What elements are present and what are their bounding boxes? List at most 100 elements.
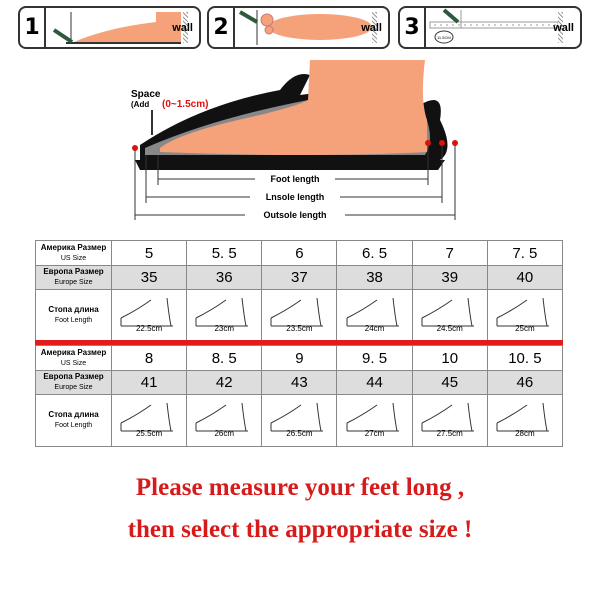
foot-length-cell: 22.5cm xyxy=(110,288,188,342)
outsole-length-label: Outsole length xyxy=(264,210,327,220)
foot-length-value: 25cm xyxy=(515,323,535,333)
eu-size-cell: 46 xyxy=(486,370,564,395)
shoe-length-diagram: Foot length Lnsole length Outsole length… xyxy=(131,60,458,220)
foot-row: Стопа длина Foot Length 25.5cm 26cm 26.5cm 27… xyxy=(35,393,564,447)
eu-size-cell: 37 xyxy=(261,265,338,290)
label-ru: Стопа длина xyxy=(48,304,99,314)
us-size-cell: 10. 5 xyxy=(486,345,564,371)
label-en: US Size xyxy=(60,254,87,262)
foot-length-cell: 26.5cm xyxy=(261,393,338,447)
foot-outline-icon xyxy=(195,297,249,327)
eu-size-cell: 44 xyxy=(336,370,413,395)
foot-length-cell: 23cm xyxy=(186,288,263,342)
instruction-line-2: then select the appropriate size ! xyxy=(127,516,473,543)
eu-size-cell: 39 xyxy=(411,265,488,290)
foot-length-cell: 25.5cm xyxy=(110,393,188,447)
foot-outline-icon xyxy=(496,297,549,327)
eu-size-cell: 45 xyxy=(411,370,488,395)
foot-length-label: Foot length xyxy=(271,174,320,184)
label-ru: Америка Размер xyxy=(40,347,107,357)
measurement-badge: 11.5CM xyxy=(437,35,451,40)
eu-size-cell: 40 xyxy=(486,265,564,290)
foot-outline-icon xyxy=(346,402,399,432)
foot-length-value: 24.5cm xyxy=(436,323,463,333)
label-en: Foot Length xyxy=(54,421,93,429)
eu-row: Европа Размер Europe Size 41 42 43 44 45 46 xyxy=(35,370,564,395)
eu-size-cell: 41 xyxy=(110,370,188,395)
eu-label-cell: Европа Размер Europe Size xyxy=(35,265,112,290)
us-size-cell: 9 xyxy=(261,345,338,371)
us-size-cell: 7 xyxy=(411,240,488,266)
wall-label: wall xyxy=(172,22,193,34)
wall-label: wall xyxy=(553,22,574,34)
us-size-cell: 8. 5 xyxy=(186,345,263,371)
foot-row: Стопа длина Foot Length 22.5cm 23cm 23.5cm 24… xyxy=(35,288,564,342)
label-en: Foot Length xyxy=(54,316,93,324)
eu-size-cell: 35 xyxy=(110,265,188,290)
foot-outline-icon xyxy=(120,402,174,432)
wall-hatch xyxy=(183,12,188,43)
foot-length-cell: 27.5cm xyxy=(411,393,488,447)
us-row: Америка Размер US Size 5 5. 5 6 6. 5 7 7. 5 xyxy=(35,240,564,266)
foot-length-cell: 23.5cm xyxy=(261,288,338,342)
foot-outline-icon xyxy=(270,297,324,327)
step-number: 2 xyxy=(209,8,235,47)
us-size-cell: 6 xyxy=(261,240,338,266)
foot-length-value: 23.5cm xyxy=(286,323,313,333)
foot-length-value: 23cm xyxy=(214,323,235,333)
us-row: Америка Размер US Size 8 8. 5 9 9. 5 10 10. 5 xyxy=(35,345,564,371)
label-ru: Стопа длина xyxy=(48,409,99,419)
foot-outline-icon xyxy=(120,297,174,327)
step-2-panel: 2 wall xyxy=(207,6,390,49)
foot-length-cell: 24.5cm xyxy=(411,288,488,342)
size-table-1: Америка Размер US Size 5 5. 5 6 6. 5 7 7. 5 Евро… xyxy=(35,240,564,342)
insole-length-label: Lnsole length xyxy=(266,192,325,202)
foot-length-cell: 25cm xyxy=(486,288,564,342)
label-en: US Size xyxy=(60,359,87,367)
foot-length-value: 26cm xyxy=(214,428,235,438)
us-label-cell: Америка Размер US Size xyxy=(35,345,112,371)
eu-label-cell: Европа Размер Europe Size xyxy=(35,370,112,395)
wall-hatch xyxy=(558,12,563,43)
foot-length-value: 27cm xyxy=(364,428,385,438)
us-size-cell: 7. 5 xyxy=(486,240,564,266)
foot-outline-icon xyxy=(346,297,399,327)
us-size-cell: 8 xyxy=(110,345,188,371)
step-3-panel: 3 11.5CM wall xyxy=(398,6,582,49)
foot-outline-icon xyxy=(270,402,324,432)
eu-size-cell: 36 xyxy=(186,265,263,290)
label-ru: Европа Размер xyxy=(43,267,104,276)
wall-hatch xyxy=(372,12,377,43)
eu-size-cell: 42 xyxy=(186,370,263,395)
us-size-cell: 6. 5 xyxy=(336,240,413,266)
table-divider xyxy=(35,340,563,345)
step-number: 3 xyxy=(400,8,426,47)
step-1-panel: 1 wall xyxy=(18,6,201,49)
eu-size-cell: 38 xyxy=(336,265,413,290)
wall-label: wall xyxy=(361,22,382,34)
foot-side-illustration: wall xyxy=(46,8,199,47)
size-table-2: Америка Размер US Size 8 8. 5 9 9. 5 10 10. 5 Ев… xyxy=(35,345,564,447)
label-ru: Европа Размер xyxy=(43,372,104,381)
foot-label-cell: Стопа длина Foot Length xyxy=(35,288,112,342)
foot-length-value: 27.5cm xyxy=(436,428,463,438)
space-range-label: (0~1.5cm) xyxy=(162,99,208,110)
foot-label-cell: Стопа длина Foot Length xyxy=(35,393,112,447)
space-label: Space xyxy=(131,89,161,100)
step-number: 1 xyxy=(20,8,46,47)
foot-outline-icon xyxy=(421,402,474,432)
eu-row: Европа Размер Europe Size 35 36 37 38 39 40 xyxy=(35,265,564,290)
us-label-cell: Америка Размер US Size xyxy=(35,240,112,266)
us-size-cell: 10 xyxy=(411,345,488,371)
foot-top-illustration: wall xyxy=(235,8,388,47)
foot-length-value: 26.5cm xyxy=(286,428,313,438)
foot-length-cell: 24cm xyxy=(336,288,413,342)
instruction-line-1: Please measure your feet long , xyxy=(135,474,465,501)
foot-length-value: 24cm xyxy=(364,323,385,333)
eu-size-cell: 43 xyxy=(261,370,338,395)
ruler-illustration: 11.5CM wall xyxy=(426,8,580,47)
foot-length-cell: 27cm xyxy=(336,393,413,447)
label-en: Europe Size xyxy=(54,384,93,391)
foot-length-value: 22.5cm xyxy=(135,323,163,333)
us-size-cell: 5 xyxy=(110,240,188,266)
